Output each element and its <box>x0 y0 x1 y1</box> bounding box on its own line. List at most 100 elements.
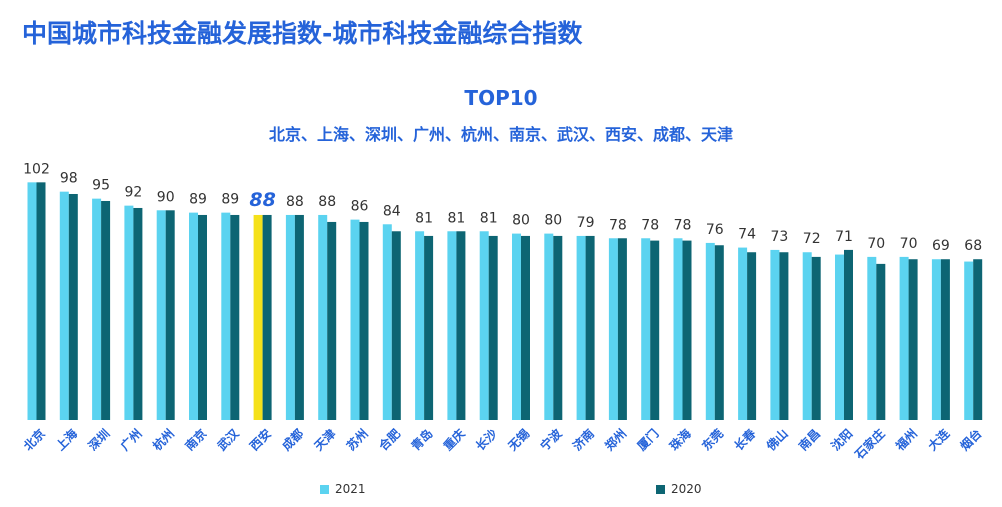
bar-2021-24 <box>802 252 812 420</box>
category-label-29: 烟台 <box>957 426 985 454</box>
category-label-19: 厦门 <box>634 426 662 454</box>
category-label-3: 广州 <box>117 426 145 454</box>
chart-subtitle-cities: 北京、上海、深圳、广州、杭州、南京、武汉、西安、成都、天津 <box>268 125 733 144</box>
bar-2020-20 <box>682 240 692 420</box>
legend-swatch-2021 <box>320 485 329 494</box>
value-label-18: 78 <box>609 217 627 233</box>
bar-2020-1 <box>68 193 78 420</box>
bar-2020-18 <box>617 238 627 420</box>
bar-2021-22 <box>738 247 748 420</box>
bar-2021-27 <box>899 256 909 420</box>
bar-2020-27 <box>908 259 918 420</box>
category-label-1: 上海 <box>53 426 81 454</box>
value-label-3: 92 <box>124 185 142 201</box>
category-label-22: 长春 <box>731 425 759 453</box>
bar-2020-16 <box>553 235 563 420</box>
value-label-23: 73 <box>770 229 788 245</box>
value-label-20: 78 <box>674 217 692 233</box>
bar-2020-23 <box>779 252 789 420</box>
value-label-1: 98 <box>60 171 78 187</box>
bar-2020-6 <box>230 214 240 420</box>
bar-2021-29 <box>964 261 974 420</box>
value-label-0: 102 <box>23 161 50 177</box>
value-label-24: 72 <box>803 231 821 247</box>
value-label-9: 88 <box>318 194 336 210</box>
value-label-7: 88 <box>249 189 275 211</box>
category-label-12: 青岛 <box>408 426 436 454</box>
bar-2020-29 <box>973 259 983 420</box>
bar-2020-5 <box>198 214 207 420</box>
bar-2021-3 <box>124 205 134 420</box>
bar-2021-23 <box>770 249 780 420</box>
legend-item-2021: 2021 <box>320 482 366 496</box>
category-label-16: 宁波 <box>537 425 565 453</box>
bar-2020-17 <box>585 235 595 420</box>
bar-2021-11 <box>382 224 392 420</box>
category-label-5: 南京 <box>182 426 210 454</box>
category-label-13: 重庆 <box>440 426 468 454</box>
value-label-4: 90 <box>157 189 175 205</box>
bar-2021-19 <box>641 238 651 420</box>
bar-2021-13 <box>447 231 457 420</box>
bar-2020-3 <box>133 207 143 420</box>
bar-2021-28 <box>931 259 941 420</box>
category-label-25: 沈阳 <box>828 426 856 454</box>
bar-2020-24 <box>811 256 821 420</box>
chart-title: 中国城市科技金融发展指数-城市科技金融综合指数 <box>22 19 583 48</box>
category-label-4: 杭州 <box>149 426 177 454</box>
value-label-10: 86 <box>351 199 369 215</box>
chart-subtitle-top10: TOP10 <box>464 86 538 110</box>
bar-2020-10 <box>359 221 369 420</box>
category-label-28: 大连 <box>925 425 953 453</box>
value-label-12: 81 <box>415 210 433 226</box>
bar-2021-12 <box>415 231 425 420</box>
category-label-27: 福州 <box>892 426 920 454</box>
bar-2020-9 <box>327 221 337 420</box>
value-label-6: 89 <box>221 192 239 208</box>
category-label-26: 石家庄 <box>851 426 888 463</box>
bar-2020-8 <box>294 214 304 420</box>
bar-2020-21 <box>714 245 724 420</box>
bar-2020-4 <box>165 210 175 420</box>
category-label-20: 珠海 <box>666 426 694 454</box>
bar-2021-16 <box>544 233 554 420</box>
value-label-19: 78 <box>641 217 659 233</box>
legend-item-2020: 2020 <box>656 482 702 496</box>
category-label-14: 长沙 <box>472 426 500 454</box>
bar-2021-14 <box>479 231 489 420</box>
value-label-5: 89 <box>189 192 207 208</box>
bar-2020-25 <box>844 249 853 420</box>
bar-2021-21 <box>705 242 715 420</box>
bar-2021-6 <box>221 212 231 420</box>
category-label-24: 南昌 <box>795 426 823 454</box>
category-label-15: 无锡 <box>504 426 532 454</box>
category-label-7: 西安 <box>246 426 274 454</box>
bar-2020-0 <box>36 182 46 420</box>
value-label-2: 95 <box>92 178 110 194</box>
value-label-25: 71 <box>835 229 853 245</box>
bar-2021-26 <box>867 256 877 420</box>
bar-2021-4 <box>156 210 166 420</box>
category-label-6: 武汉 <box>214 425 242 453</box>
bar-2020-22 <box>747 252 757 420</box>
legend-label-2021: 2021 <box>335 482 366 496</box>
bar-2020-12 <box>424 235 434 420</box>
category-label-2: 深圳 <box>85 426 113 454</box>
bar-2021-15 <box>512 233 521 420</box>
bar-2021-25 <box>835 254 844 420</box>
value-label-13: 81 <box>447 210 465 226</box>
bar-2021-9 <box>318 214 328 420</box>
bar-2021-10 <box>350 219 360 420</box>
value-label-26: 70 <box>867 236 885 252</box>
category-label-9: 天津 <box>311 426 339 454</box>
bar-2020-28 <box>940 259 950 420</box>
bar-2020-11 <box>391 231 401 420</box>
category-label-18: 郑州 <box>602 426 630 454</box>
bar-2021-17 <box>576 235 586 420</box>
value-label-16: 80 <box>544 213 562 229</box>
category-label-21: 东莞 <box>699 426 727 454</box>
value-label-11: 84 <box>383 203 401 219</box>
value-label-8: 88 <box>286 194 304 210</box>
bar-2020-15 <box>521 235 530 420</box>
bar-2020-19 <box>650 240 660 420</box>
